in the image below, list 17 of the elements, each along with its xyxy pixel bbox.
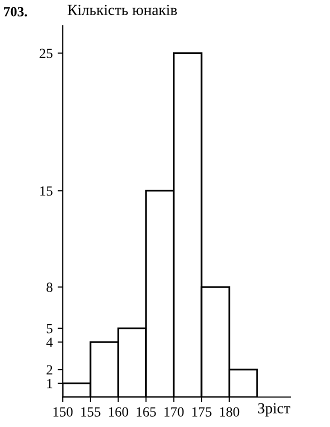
x-tick-label: 160 xyxy=(109,407,128,417)
x-tick-label: 175 xyxy=(192,407,212,417)
y-tick-label: 1 xyxy=(47,379,52,388)
y-tick-label: 15 xyxy=(40,186,52,196)
y-tick-label: 5 xyxy=(46,324,52,334)
y-axis-title: Кількість юнаків xyxy=(68,4,177,16)
x-tick-label: 170 xyxy=(164,407,184,417)
y-tick-label: 25 xyxy=(40,48,52,58)
y-tick-label: 4 xyxy=(46,338,53,347)
y-tick-label: 8 xyxy=(46,282,52,292)
y-tick-label: 2 xyxy=(46,365,52,374)
x-tick-label: 155 xyxy=(81,407,100,417)
x-axis-title: Зріст xyxy=(258,403,290,417)
text: 703. xyxy=(4,7,27,16)
x-tick-label: 150 xyxy=(54,407,73,417)
x-tick-label: 180 xyxy=(220,407,240,417)
x-tick-label: 165 xyxy=(136,407,156,417)
